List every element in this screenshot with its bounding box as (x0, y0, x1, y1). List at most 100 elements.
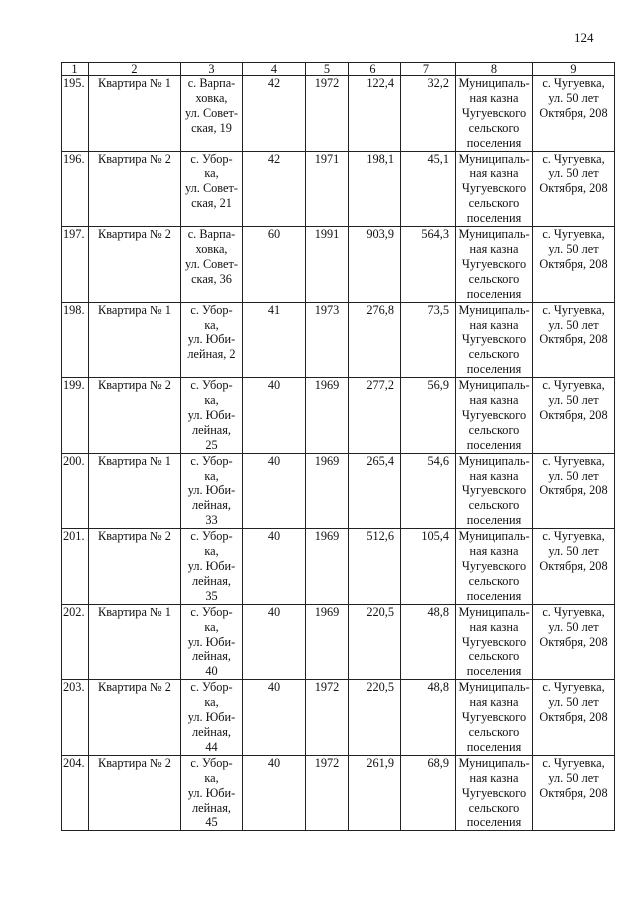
col-4-cell: 40 (242, 528, 306, 605)
address-cell: с. Убор- ка, ул. Юби- лейная, 2 (180, 301, 243, 379)
table-row: 203. Квартира № 2 с. Убор- ка, ул. Юби- ле… (61, 679, 615, 756)
address-cell: с. Убор- ка, ул. Юби- лейная, 45 (180, 754, 243, 832)
col-7-cell: 73,5 (400, 301, 456, 379)
col-6-cell: 265,4 (348, 452, 401, 530)
address-cell: с. Варпа- ховка, ул. Совет- ская, 19 (180, 75, 243, 152)
holder-address-cell: с. Чугуевка, ул. 50 лет Октября, 208 (532, 679, 615, 756)
column-header: 9 (532, 62, 615, 76)
col-6-cell: 261,9 (348, 754, 401, 832)
col-6-cell: 276,8 (348, 301, 401, 379)
owner-cell: Муниципаль- ная казна Чугуевского сельск… (455, 377, 533, 454)
object-name-cell: Квартира № 2 (88, 377, 181, 454)
owner-cell: Муниципаль- ная казна Чугуевского сельск… (455, 452, 533, 530)
col-7-cell: 105,4 (400, 528, 456, 605)
year-cell: 1969 (305, 528, 349, 605)
holder-address-cell: с. Чугуевка, ул. 50 лет Октября, 208 (532, 452, 615, 530)
address-cell: с. Варпа- ховка, ул. Совет- ская, 36 (180, 226, 243, 303)
col-7-cell: 32,2 (400, 75, 456, 152)
row-number-cell: 201. (61, 528, 89, 605)
object-name-cell: Квартира № 1 (88, 301, 181, 379)
row-number-cell: 204. (61, 754, 89, 832)
address-cell: с. Убор- ка, ул. Юби- лейная, 33 (180, 452, 243, 530)
year-cell: 1969 (305, 603, 349, 681)
object-name-cell: Квартира № 1 (88, 75, 181, 152)
row-number-cell: 200. (61, 452, 89, 530)
row-number-cell: 197. (61, 226, 89, 303)
address-cell: с. Убор- ка, ул. Юби- лейная, 40 (180, 603, 243, 681)
col-6-cell: 220,5 (348, 603, 401, 681)
year-cell: 1972 (305, 75, 349, 152)
row-number-cell: 203. (61, 679, 89, 756)
address-cell: с. Убор- ка, ул. Юби- лейная, 25 (180, 377, 243, 454)
holder-address-cell: с. Чугуевка, ул. 50 лет Октября, 208 (532, 226, 615, 303)
col-6-cell: 198,1 (348, 150, 401, 228)
column-header: 7 (400, 62, 456, 76)
table-row: 200. Квартира № 1 с. Убор- ка, ул. Юби- ле… (61, 452, 615, 530)
col-6-cell: 220,5 (348, 679, 401, 756)
year-cell: 1972 (305, 679, 349, 756)
row-number-cell: 196. (61, 150, 89, 228)
col-4-cell: 40 (242, 754, 306, 832)
holder-address-cell: с. Чугуевка, ул. 50 лет Октября, 208 (532, 754, 615, 832)
object-name-cell: Квартира № 2 (88, 679, 181, 756)
address-cell: с. Убор- ка, ул. Совет- ская, 21 (180, 150, 243, 228)
row-number-cell: 199. (61, 377, 89, 454)
col-4-cell: 40 (242, 603, 306, 681)
holder-address-cell: с. Чугуевка, ул. 50 лет Октября, 208 (532, 75, 615, 152)
col-4-cell: 40 (242, 377, 306, 454)
column-header: 1 (61, 62, 89, 76)
owner-cell: Муниципаль- ная казна Чугуевского сельск… (455, 226, 533, 303)
object-name-cell: Квартира № 2 (88, 226, 181, 303)
year-cell: 1969 (305, 377, 349, 454)
owner-cell: Муниципаль- ная казна Чугуевского сельск… (455, 528, 533, 605)
page-number: 124 (574, 30, 594, 45)
col-7-cell: 48,8 (400, 679, 456, 756)
col-6-cell: 903,9 (348, 226, 401, 303)
owner-cell: Муниципаль- ная казна Чугуевского сельск… (455, 301, 533, 379)
address-cell: с. Убор- ка, ул. Юби- лейная, 35 (180, 528, 243, 605)
table-row: 196. Квартира № 2 с. Убор- ка, ул. Совет- … (61, 150, 615, 228)
table-row: 195. Квартира № 1 с. Варпа- ховка, ул. Сов… (61, 75, 615, 152)
col-4-cell: 40 (242, 452, 306, 530)
column-header: 8 (455, 62, 533, 76)
holder-address-cell: с. Чугуевка, ул. 50 лет Октября, 208 (532, 301, 615, 379)
owner-cell: Муниципаль- ная казна Чугуевского сельск… (455, 75, 533, 152)
table-row: 204. Квартира № 2 с. Убор- ка, ул. Юби- ле… (61, 754, 615, 832)
address-cell: с. Убор- ка, ул. Юби- лейная, 44 (180, 679, 243, 756)
owner-cell: Муниципаль- ная казна Чугуевского сельск… (455, 754, 533, 832)
table-body: 1 2 3 4 5 6 7 8 9 195. Квартира № 1 с. Варпа- ховка… (61, 62, 615, 832)
holder-address-cell: с. Чугуевка, ул. 50 лет Октября, 208 (532, 377, 615, 454)
owner-cell: Муниципаль- ная казна Чугуевского сельск… (455, 679, 533, 756)
col-7-cell: 564,3 (400, 226, 456, 303)
table-row: 197. Квартира № 2 с. Варпа- ховка, ул. Сов… (61, 226, 615, 303)
row-number-cell: 198. (61, 301, 89, 379)
col-6-cell: 512,6 (348, 528, 401, 605)
year-cell: 1969 (305, 452, 349, 530)
object-name-cell: Квартира № 1 (88, 603, 181, 681)
year-cell: 1971 (305, 150, 349, 228)
col-6-cell: 122,4 (348, 75, 401, 152)
owner-cell: Муниципаль- ная казна Чугуевского сельск… (455, 603, 533, 681)
object-name-cell: Квартира № 2 (88, 150, 181, 228)
owner-cell: Муниципаль- ная казна Чугуевского сельск… (455, 150, 533, 228)
object-name-cell: Квартира № 1 (88, 452, 181, 530)
column-header: 6 (348, 62, 401, 76)
column-header: 3 (180, 62, 243, 76)
year-cell: 1991 (305, 226, 349, 303)
holder-address-cell: с. Чугуевка, ул. 50 лет Октября, 208 (532, 150, 615, 228)
year-cell: 1972 (305, 754, 349, 832)
col-4-cell: 60 (242, 226, 306, 303)
object-name-cell: Квартира № 2 (88, 754, 181, 832)
col-4-cell: 42 (242, 75, 306, 152)
col-6-cell: 277,2 (348, 377, 401, 454)
col-7-cell: 54,6 (400, 452, 456, 530)
col-7-cell: 68,9 (400, 754, 456, 832)
object-name-cell: Квартира № 2 (88, 528, 181, 605)
holder-address-cell: с. Чугуевка, ул. 50 лет Октября, 208 (532, 603, 615, 681)
col-7-cell: 45,1 (400, 150, 456, 228)
row-number-cell: 195. (61, 75, 89, 152)
holder-address-cell: с. Чугуевка, ул. 50 лет Октября, 208 (532, 528, 615, 605)
column-header: 4 (242, 62, 306, 76)
col-7-cell: 48,8 (400, 603, 456, 681)
table-row: 201. Квартира № 2 с. Убор- ка, ул. Юби- ле… (61, 528, 615, 605)
